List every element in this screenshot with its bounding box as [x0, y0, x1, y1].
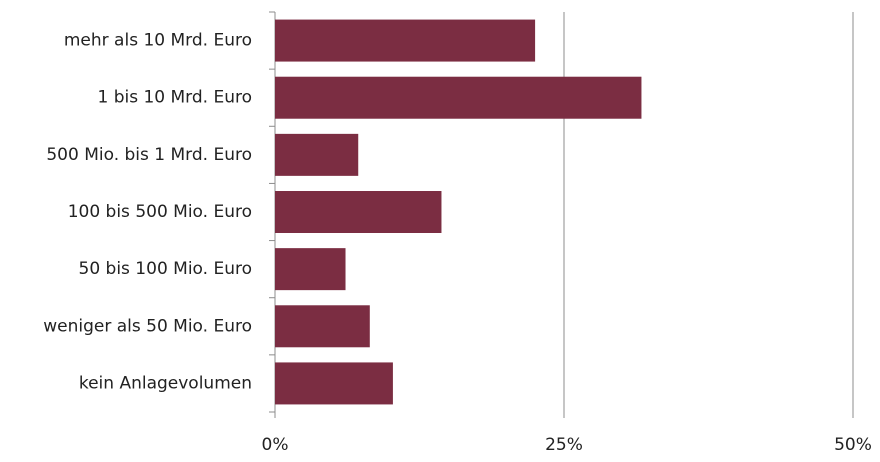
y-tick-label: 100 bis 500 Mio. Euro	[68, 202, 252, 222]
y-tick-label: weniger als 50 Mio. Euro	[43, 316, 252, 336]
bar	[275, 76, 642, 119]
bar	[275, 248, 346, 291]
y-tick-label: 50 bis 100 Mio. Euro	[79, 259, 253, 279]
y-tick-label: mehr als 10 Mrd. Euro	[64, 31, 252, 51]
y-tick-label: kein Anlagevolumen	[79, 373, 252, 393]
bar	[275, 362, 393, 405]
x-tick-label: 50%	[834, 435, 872, 455]
bar	[275, 133, 359, 176]
bar	[275, 305, 370, 348]
x-tick-label: 0%	[262, 435, 289, 455]
bar	[275, 19, 536, 62]
bar	[275, 191, 442, 233]
y-tick-label: 1 bis 10 Mrd. Euro	[97, 88, 252, 108]
y-tick-label: 500 Mio. bis 1 Mrd. Euro	[46, 145, 252, 165]
x-tick-label: 25%	[545, 435, 583, 455]
